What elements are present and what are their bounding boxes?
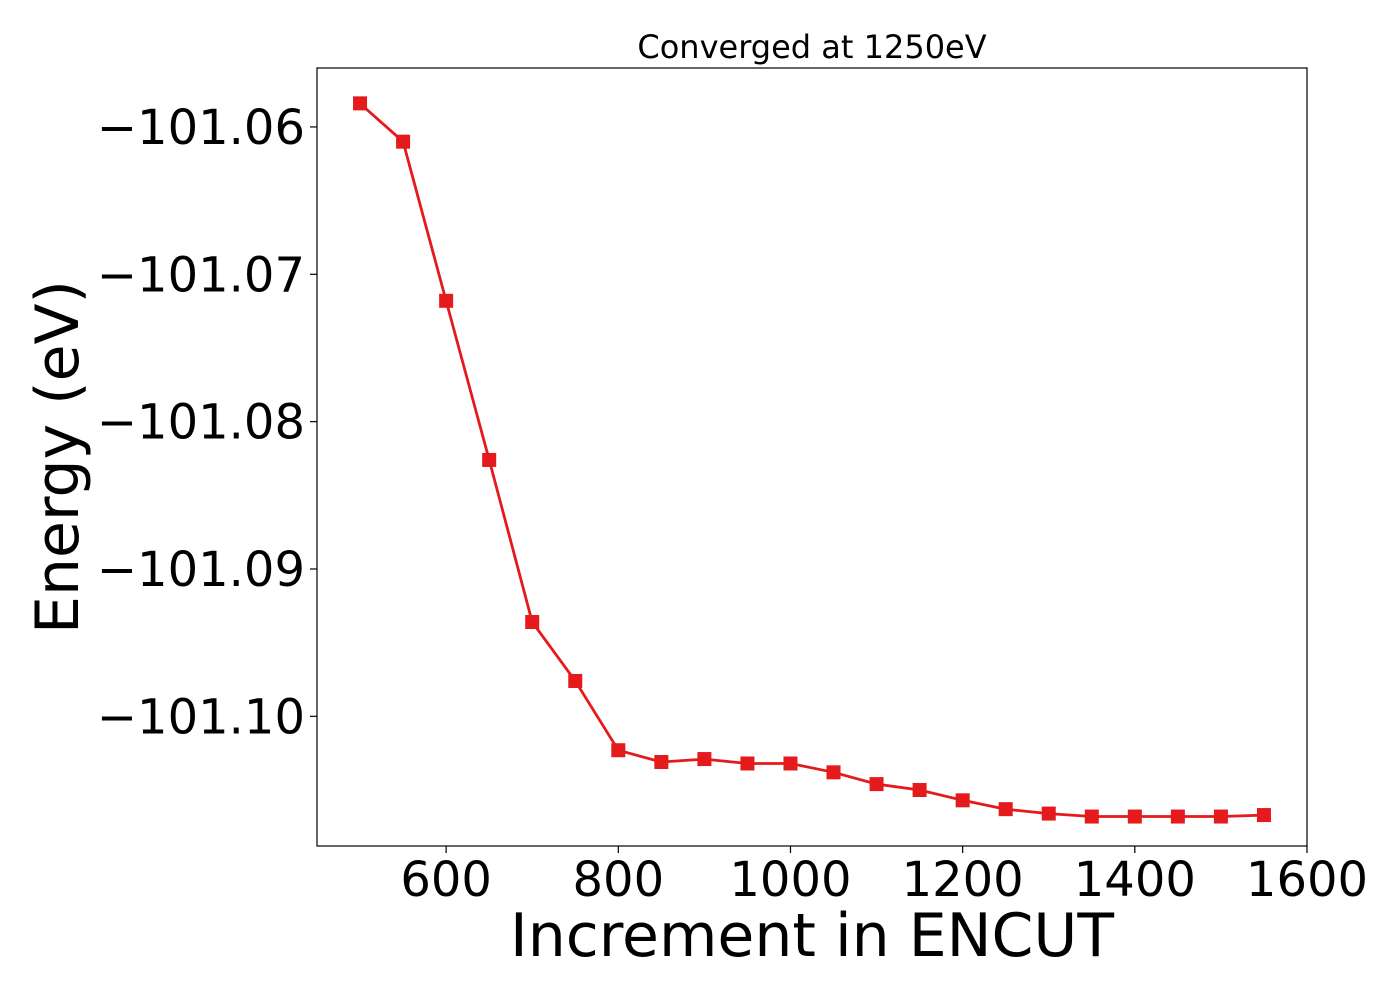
data-point-marker [439, 293, 454, 308]
data-point-marker [955, 793, 970, 808]
y-tick-label: −101.07 [97, 247, 305, 303]
data-point-marker [912, 783, 927, 798]
data-point-marker [568, 673, 583, 688]
data-point-marker [525, 615, 540, 630]
data-point-marker [998, 802, 1013, 817]
y-tick-label: −101.09 [97, 542, 305, 598]
y-tick-label: −101.10 [97, 689, 305, 745]
data-point-marker [353, 96, 368, 111]
x-tick-label: 1200 [902, 852, 1024, 908]
y-axis-label: Energy (eV) [23, 280, 93, 634]
data-point-marker [1170, 809, 1185, 824]
plot-area-frame [316, 67, 1308, 847]
data-point-marker [869, 777, 884, 792]
data-point-marker [482, 452, 497, 467]
data-point-marker [611, 743, 626, 758]
y-tick-label: −101.08 [97, 395, 305, 451]
data-point-marker [1084, 809, 1099, 824]
data-point-marker [740, 756, 755, 771]
energy-series-line [359, 102, 1265, 818]
x-tick-label: 800 [572, 852, 664, 908]
x-axis-ticks: 600 800 1000 1200 1400 1600 [400, 846, 1368, 908]
chart-title: Converged at 1250eV [637, 28, 986, 66]
data-point-marker [1041, 806, 1056, 821]
x-tick-label: 1000 [729, 852, 851, 908]
data-point-marker [654, 755, 669, 770]
data-point-marker [826, 765, 841, 780]
data-point-marker [1127, 809, 1142, 824]
y-tick-label: −101.06 [97, 100, 305, 156]
data-point-marker [1213, 809, 1228, 824]
x-tick-label: 1600 [1246, 852, 1368, 908]
x-tick-label: 1400 [1074, 852, 1196, 908]
data-point-marker [396, 134, 411, 149]
y-axis-ticks: −101.06 −101.07 −101.08 −101.09 −101.10 [97, 100, 317, 745]
x-axis-label: Increment in ENCUT [510, 901, 1114, 971]
data-point-markers [353, 96, 1271, 824]
data-point-marker [1256, 808, 1271, 823]
data-point-marker [697, 752, 712, 767]
x-tick-label: 600 [400, 852, 492, 908]
data-point-marker [783, 756, 798, 771]
